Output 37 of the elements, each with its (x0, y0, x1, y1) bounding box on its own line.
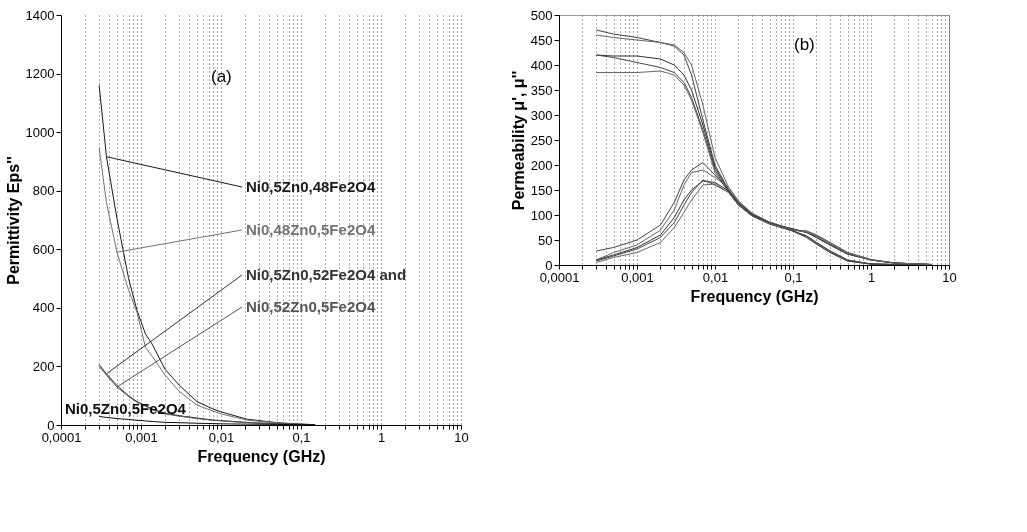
x-tick-label: 1 (377, 429, 386, 445)
y-tick-label: 400 (530, 57, 553, 73)
annotation: (b) (794, 35, 815, 54)
y-tick-label: 1400 (25, 7, 55, 23)
text: Ni0,52Zn0,5Fe2O4 (246, 298, 376, 315)
y-tick-label: 200 (32, 358, 55, 374)
text: Ni0,5Zn0,52Fe2O4 and (246, 266, 407, 283)
x-tick-label: 0,001 (621, 269, 654, 285)
x-tick-label: 10 (454, 429, 469, 445)
y-tick-label: 800 (32, 183, 55, 199)
y-tick-label: 1000 (25, 124, 55, 140)
y-axis-title: Permittivity Eps'' (4, 156, 22, 285)
x-tick-label: 0,01 (702, 269, 729, 285)
y-tick-label: 450 (530, 32, 553, 48)
y-tick-label: 300 (530, 107, 553, 123)
y-tick-label: 100 (530, 207, 553, 223)
y-tick-label: 200 (530, 157, 553, 173)
y-axis-title: Permeability μ', μ'' (509, 70, 527, 211)
x-tick-label: 0,1 (784, 269, 803, 285)
x-axis-title: Frequency (GHz) (690, 287, 819, 305)
x-axis-title: Frequency (GHz) (197, 447, 326, 465)
y-tick-label: 500 (530, 7, 553, 23)
text: Ni0,5Zn0,48Fe2O4 (246, 178, 376, 195)
x-tick-label: 1 (867, 269, 876, 285)
y-tick-label: 250 (530, 132, 553, 148)
y-tick-label: 1200 (25, 66, 55, 82)
y-tick-label: 150 (530, 182, 553, 198)
x-tick-label: 0,1 (292, 429, 311, 445)
y-tick-label: 350 (530, 82, 553, 98)
text: Ni0,48Zn0,5Fe2O4 (246, 221, 376, 238)
x-tick-label: 0,001 (125, 429, 158, 445)
y-tick-label: 50 (538, 232, 553, 248)
y-tick-label: 600 (32, 241, 55, 257)
x-tick-label: 10 (942, 269, 957, 285)
x-tick-label: 0,01 (208, 429, 235, 445)
y-tick-label: 400 (32, 300, 55, 316)
annotation: (a) (211, 67, 232, 86)
